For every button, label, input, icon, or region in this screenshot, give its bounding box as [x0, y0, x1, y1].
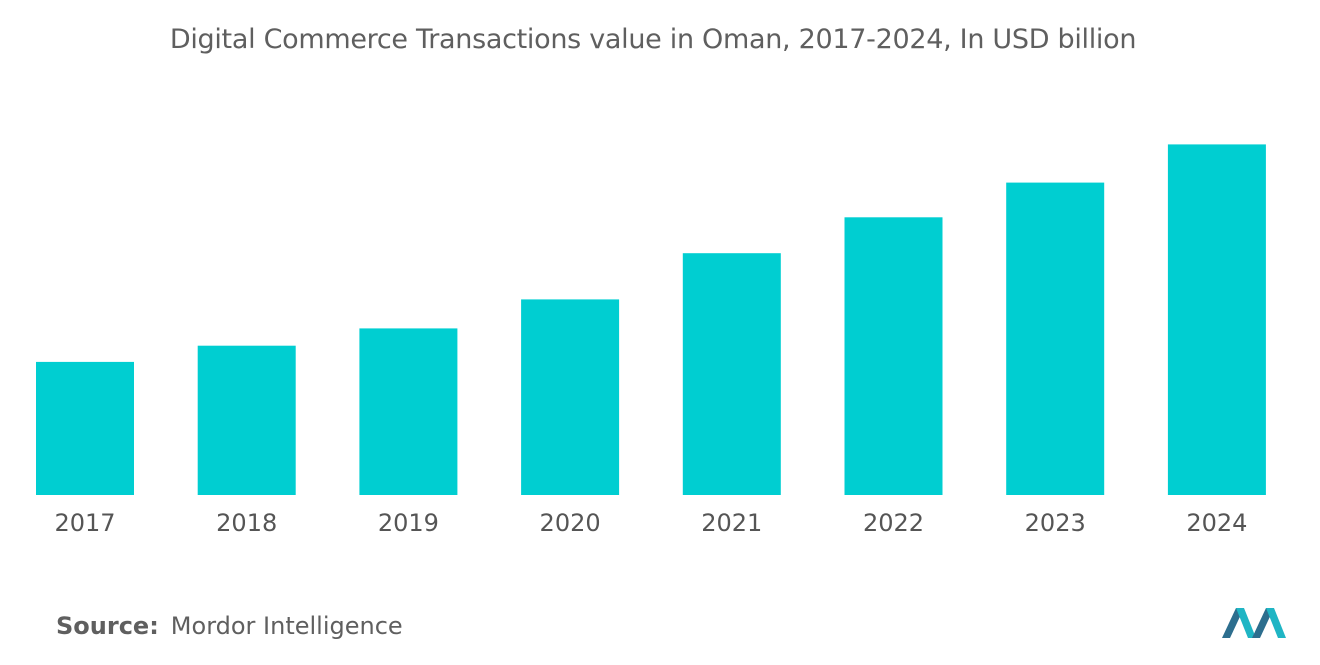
- source-attribution: Source: Mordor Intelligence: [56, 612, 403, 640]
- chart-title: Digital Commerce Transactions value in O…: [169, 24, 1137, 55]
- x-tick-label-2023: 2023: [1025, 509, 1086, 537]
- x-tick-label-2022: 2022: [863, 509, 924, 537]
- x-tick-label-2018: 2018: [216, 509, 277, 537]
- bar-2021: [682, 253, 781, 495]
- bars-group: [36, 144, 1266, 496]
- bar-2020: [521, 299, 620, 495]
- bar-2023: [1006, 182, 1105, 495]
- bar-2017: [36, 361, 134, 495]
- x-tick-label-2019: 2019: [378, 509, 439, 537]
- x-tick-label-2017: 2017: [54, 509, 115, 537]
- bar-2024: [1167, 144, 1266, 495]
- x-tick-label-2024: 2024: [1186, 509, 1247, 537]
- bar-2022: [844, 217, 943, 496]
- bar-2018: [197, 345, 296, 495]
- bar-2019: [359, 328, 458, 495]
- mordor-intelligence-logo: [1222, 608, 1286, 638]
- x-axis-ticks: 2017 2018 2019 2020 2021 2022 2023 2024: [54, 509, 1247, 537]
- x-tick-label-2020: 2020: [540, 509, 601, 537]
- source-label: Source:: [56, 612, 159, 640]
- x-tick-label-2021: 2021: [701, 509, 762, 537]
- source-value: Mordor Intelligence: [170, 612, 403, 640]
